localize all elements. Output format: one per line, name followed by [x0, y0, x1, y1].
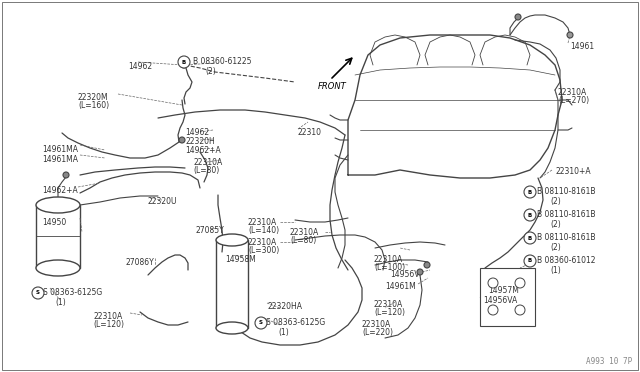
Text: (L=270): (L=270): [558, 96, 589, 105]
Text: B 08360-61012: B 08360-61012: [537, 256, 595, 265]
Text: 14961MA: 14961MA: [42, 145, 78, 154]
Bar: [480, 268, 535, 326]
Text: FRONT: FRONT: [318, 82, 347, 91]
Text: (2): (2): [550, 220, 561, 229]
Text: 22310A: 22310A: [248, 238, 277, 247]
Circle shape: [524, 209, 536, 221]
Text: (2): (2): [550, 243, 561, 252]
Text: (L=100): (L=100): [374, 263, 405, 272]
Text: B 08110-8161B: B 08110-8161B: [537, 210, 595, 219]
Text: S 08363-6125G: S 08363-6125G: [43, 288, 102, 297]
Text: 14957M: 14957M: [488, 286, 519, 295]
Text: 22310A: 22310A: [374, 300, 403, 309]
Circle shape: [181, 62, 187, 68]
Text: S: S: [259, 321, 263, 326]
Text: 22310A: 22310A: [290, 228, 319, 237]
Circle shape: [255, 317, 267, 329]
Circle shape: [488, 278, 498, 288]
Text: B: B: [528, 189, 532, 195]
Text: 14961: 14961: [570, 42, 594, 51]
Text: 22310A: 22310A: [558, 88, 588, 97]
Circle shape: [515, 14, 521, 20]
Text: 14962: 14962: [185, 128, 209, 137]
Circle shape: [179, 137, 185, 143]
Text: 27085Y: 27085Y: [195, 226, 224, 235]
Circle shape: [567, 32, 573, 38]
Text: 22310+A: 22310+A: [555, 167, 591, 176]
Text: (2): (2): [550, 197, 561, 206]
Circle shape: [515, 278, 525, 288]
Text: B 08110-8161B: B 08110-8161B: [537, 187, 595, 196]
Ellipse shape: [36, 260, 80, 276]
Circle shape: [524, 186, 536, 198]
Text: 22320HA: 22320HA: [268, 302, 303, 311]
Circle shape: [63, 172, 69, 178]
Text: 22310A: 22310A: [93, 312, 122, 321]
Text: B: B: [182, 60, 186, 64]
Text: 14950: 14950: [42, 218, 67, 227]
Text: (L=140): (L=140): [248, 226, 279, 235]
Circle shape: [178, 56, 190, 68]
Text: B: B: [528, 212, 532, 218]
Ellipse shape: [216, 234, 248, 246]
Text: 22310A: 22310A: [193, 158, 222, 167]
Text: 14961M: 14961M: [385, 282, 416, 291]
Text: (L=220): (L=220): [362, 328, 393, 337]
Text: 22320U: 22320U: [148, 197, 177, 206]
Text: (L=120): (L=120): [374, 308, 405, 317]
Ellipse shape: [36, 197, 80, 213]
Circle shape: [32, 287, 44, 299]
Text: 14956V: 14956V: [390, 270, 419, 279]
Circle shape: [524, 232, 536, 244]
Text: 14962: 14962: [128, 62, 152, 71]
Text: (L=80): (L=80): [290, 236, 316, 245]
Text: 14956VA: 14956VA: [483, 296, 517, 305]
Text: (L=80): (L=80): [193, 166, 220, 175]
Text: 14961MA: 14961MA: [42, 155, 78, 164]
Text: 14958M: 14958M: [225, 255, 256, 264]
Text: 22310A: 22310A: [248, 218, 277, 227]
Text: (1): (1): [278, 328, 289, 337]
Text: 14962+A: 14962+A: [185, 146, 221, 155]
Text: S: S: [36, 291, 40, 295]
Text: 22320H: 22320H: [185, 137, 215, 146]
Text: S 08363-6125G: S 08363-6125G: [266, 318, 325, 327]
Circle shape: [417, 269, 423, 275]
Text: B 08360-61225: B 08360-61225: [193, 57, 252, 66]
Text: B: B: [528, 235, 532, 241]
Text: (1): (1): [55, 298, 66, 307]
Ellipse shape: [216, 322, 248, 334]
Text: 22310: 22310: [298, 128, 322, 137]
Circle shape: [424, 262, 430, 268]
Text: B 08110-8161B: B 08110-8161B: [537, 233, 595, 242]
Text: (L=300): (L=300): [248, 246, 279, 255]
Circle shape: [488, 305, 498, 315]
Circle shape: [524, 255, 536, 267]
Text: A993 10 7P: A993 10 7P: [586, 357, 632, 366]
Text: (1): (1): [550, 266, 561, 275]
Text: (L=120): (L=120): [93, 320, 124, 329]
Text: B: B: [528, 259, 532, 263]
Circle shape: [515, 305, 525, 315]
Text: 27086Y: 27086Y: [125, 258, 154, 267]
Text: 22310A: 22310A: [362, 320, 391, 329]
Text: 14962+A: 14962+A: [42, 186, 77, 195]
Text: (L=160): (L=160): [78, 101, 109, 110]
Text: 22310A: 22310A: [374, 255, 403, 264]
Text: 22320M: 22320M: [78, 93, 109, 102]
Text: (2): (2): [205, 67, 216, 76]
